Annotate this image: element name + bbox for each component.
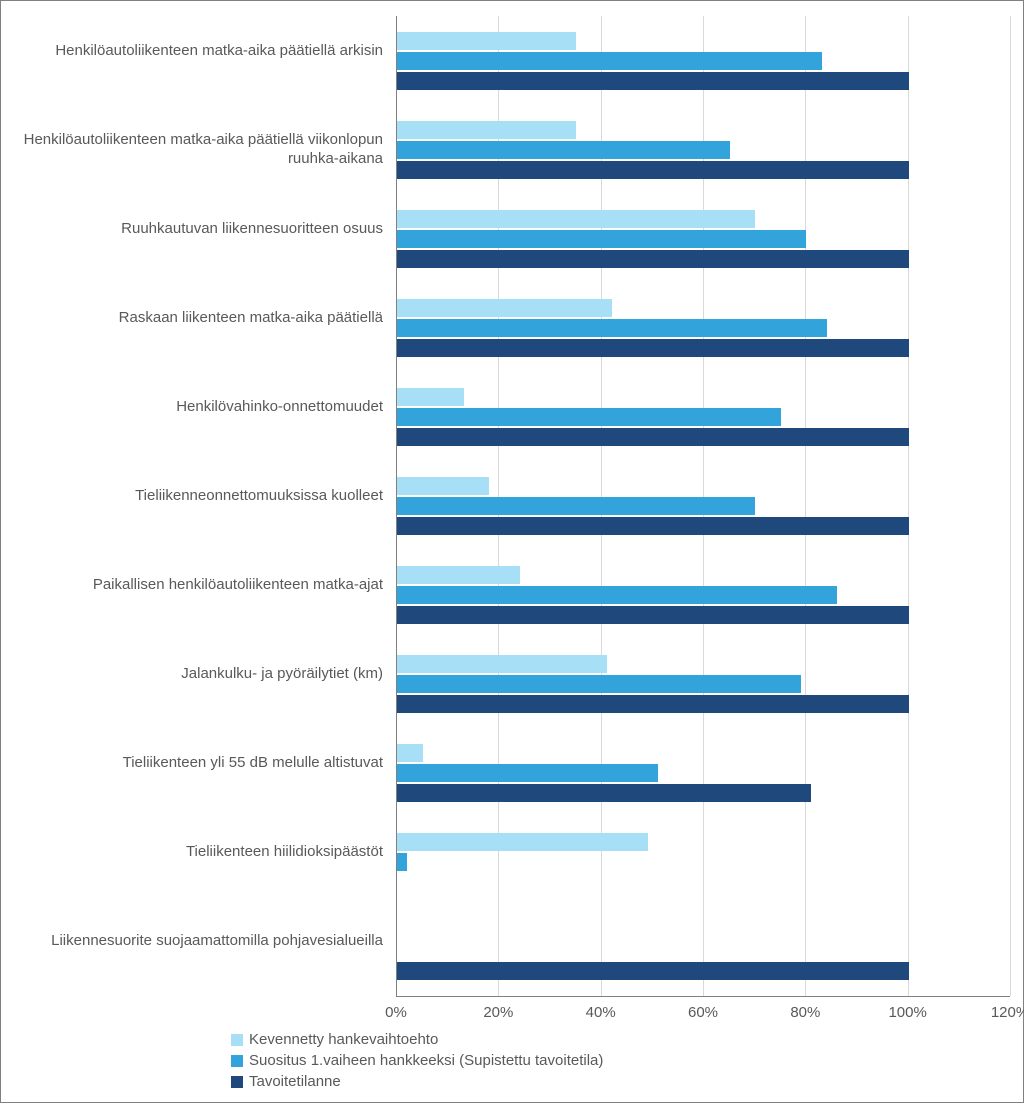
bar: [397, 744, 423, 762]
category-label: Henkilöautoliikenteen matka-aika päätiel…: [3, 41, 383, 61]
bar: [397, 566, 520, 584]
x-tick-label: 80%: [790, 1004, 820, 1021]
bar: [397, 517, 909, 535]
bar: [397, 161, 909, 179]
bar: [397, 477, 489, 495]
legend-label: Tavoitetilanne: [249, 1073, 341, 1090]
bar: [397, 141, 730, 159]
bar: [397, 764, 658, 782]
category-label: Ruuhkautuvan liikennesuoritteen osuus: [3, 219, 383, 239]
bar: [397, 408, 781, 426]
chart-container: Kevennetty hankevaihtoehto Suositus 1.vai…: [0, 0, 1024, 1103]
category-label: Paikallisen henkilöautoliikenteen matka-…: [3, 575, 383, 595]
bar: [397, 250, 909, 268]
bar: [397, 299, 612, 317]
category-label: Tieliikenteen hiilidioksipäästöt: [3, 842, 383, 862]
bar: [397, 675, 801, 693]
bar: [397, 72, 909, 90]
x-tick-label: 40%: [586, 1004, 616, 1021]
category-label: Henkilövahinko-onnettomuudet: [3, 397, 383, 417]
bar: [397, 655, 607, 673]
legend-swatch: [231, 1076, 243, 1088]
legend-item: Tavoitetilanne: [231, 1073, 603, 1090]
gridline: [1010, 16, 1011, 996]
bar: [397, 339, 909, 357]
category-label: Jalankulku- ja pyöräilytiet (km): [3, 664, 383, 684]
bar: [397, 833, 648, 851]
legend: Kevennetty hankevaihtoehto Suositus 1.vai…: [231, 1031, 603, 1094]
x-axis: [396, 996, 1010, 997]
x-tick-label: 120%: [991, 1004, 1024, 1021]
bar: [397, 230, 806, 248]
legend-item: Suositus 1.vaiheen hankkeeksi (Supistett…: [231, 1052, 603, 1069]
bar: [397, 388, 464, 406]
bar: [397, 52, 822, 70]
bar: [397, 210, 755, 228]
category-label: Raskaan liikenteen matka-aika päätiellä: [3, 308, 383, 328]
bar: [397, 428, 909, 446]
x-tick-label: 100%: [888, 1004, 926, 1021]
x-tick-label: 20%: [483, 1004, 513, 1021]
bar: [397, 497, 755, 515]
category-label: Tieliikenneonnettomuuksissa kuolleet: [3, 486, 383, 506]
x-tick-label: 60%: [688, 1004, 718, 1021]
bar: [397, 586, 837, 604]
bar: [397, 121, 576, 139]
legend-label: Kevennetty hankevaihtoehto: [249, 1031, 438, 1048]
bar: [397, 695, 909, 713]
category-label: Liikennesuorite suojaamattomilla pohjave…: [3, 931, 383, 951]
legend-swatch: [231, 1055, 243, 1067]
bar: [397, 784, 811, 802]
bar: [397, 32, 576, 50]
x-tick-label: 0%: [385, 1004, 407, 1021]
legend-label: Suositus 1.vaiheen hankkeeksi (Supistett…: [249, 1052, 603, 1069]
category-label: Henkilöautoliikenteen matka-aika päätiel…: [3, 130, 383, 169]
category-label: Tieliikenteen yli 55 dB melulle altistuv…: [3, 753, 383, 773]
plot-area: [396, 16, 1010, 996]
legend-item: Kevennetty hankevaihtoehto: [231, 1031, 603, 1048]
bar: [397, 853, 407, 871]
bar: [397, 606, 909, 624]
bar: [397, 319, 827, 337]
bar: [397, 962, 909, 980]
legend-swatch: [231, 1034, 243, 1046]
